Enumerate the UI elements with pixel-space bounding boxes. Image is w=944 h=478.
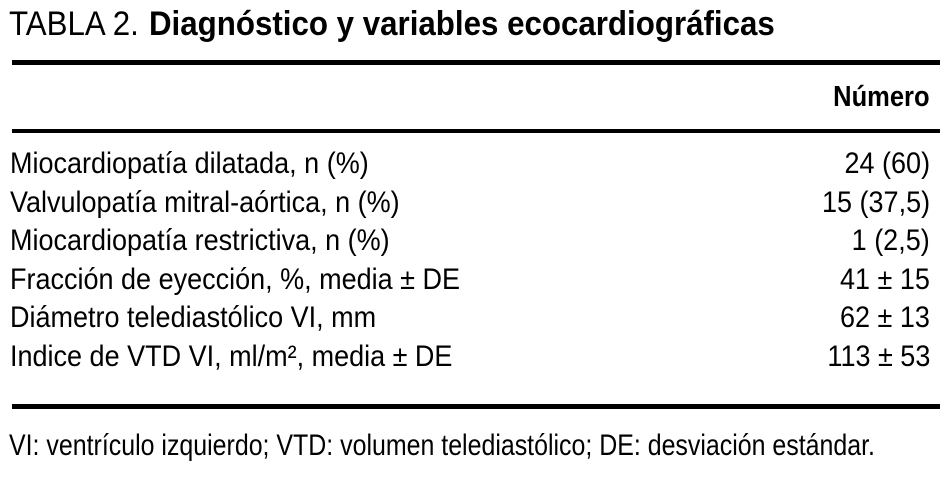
row-label: Miocardiopatía restrictiva, n (%) xyxy=(10,224,390,258)
table-body: Miocardiopatía dilatada, n (%) 24 (60) V… xyxy=(0,133,944,376)
table-row: Fracción de eyección, %, media ± DE 41 ±… xyxy=(0,261,944,300)
row-label: Fracción de eyección, %, media ± DE xyxy=(10,262,461,296)
table-title: TABLA 2. Diagnóstico y variables ecocardi… xyxy=(9,6,841,42)
row-label: Valvulopatía mitral-aórtica, n (%) xyxy=(10,185,400,219)
row-label: Miocardiopatía dilatada, n (%) xyxy=(10,147,369,181)
table-row: Valvulopatía mitral-aórtica, n (%) 15 (3… xyxy=(0,184,944,223)
table-caption: Diagnóstico y variables ecocardiográfica… xyxy=(148,5,775,43)
footnote-text: VI: ventrículo izquierdo; VTD: volumen t… xyxy=(9,429,875,462)
table-row: Miocardiopatía restrictiva, n (%) 1 (2,5… xyxy=(0,222,944,261)
row-value: 113 ± 53 xyxy=(827,339,930,373)
column-header-label: Número xyxy=(833,81,930,113)
table-number: TABLA 2. xyxy=(9,5,139,43)
bottom-rule xyxy=(12,404,940,409)
table-row: Diámetro telediastólico VI, mm 62 ± 13 xyxy=(0,299,944,338)
row-value: 15 (37,5) xyxy=(821,185,930,219)
column-header-numero: Número xyxy=(0,65,930,129)
row-value: 62 ± 13 xyxy=(840,301,930,335)
row-value: 41 ± 15 xyxy=(840,262,930,296)
table-row: Indice de VTD VI, ml/m², media ± DE 113 … xyxy=(0,338,944,377)
header-rule xyxy=(12,129,940,133)
table-title-text: TABLA 2. Diagnóstico y variables ecocardi… xyxy=(9,6,775,42)
table-row: Miocardiopatía dilatada, n (%) 24 (60) xyxy=(0,145,944,184)
row-label: Indice de VTD VI, ml/m², media ± DE xyxy=(10,339,453,373)
row-value: 24 (60) xyxy=(844,147,930,181)
footnote: VI: ventrículo izquierdo; VTD: volumen t… xyxy=(9,426,944,466)
row-value: 1 (2,5) xyxy=(851,224,930,258)
top-rule xyxy=(12,60,940,65)
row-label: Diámetro telediastólico VI, mm xyxy=(10,301,377,335)
